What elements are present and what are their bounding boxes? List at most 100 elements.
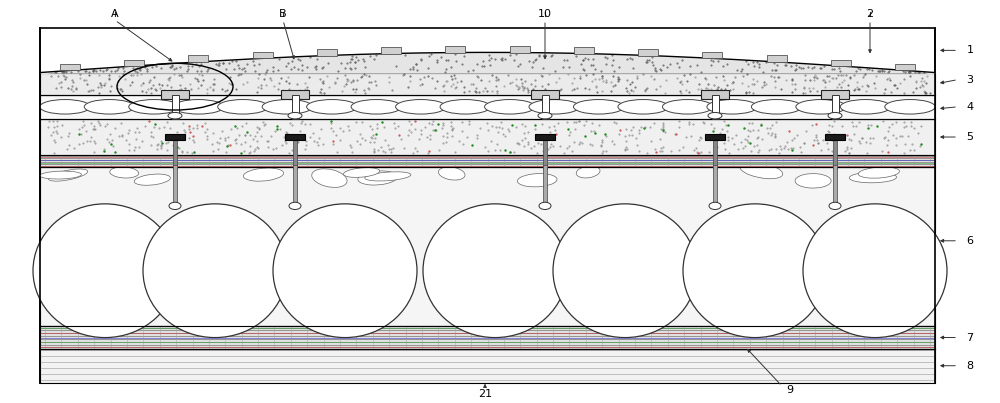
Ellipse shape xyxy=(858,167,899,178)
Ellipse shape xyxy=(517,174,557,187)
Bar xyxy=(535,134,555,140)
Text: A: A xyxy=(111,9,119,19)
Bar xyxy=(293,137,297,169)
Text: 21: 21 xyxy=(478,389,492,399)
Ellipse shape xyxy=(40,171,81,179)
Bar xyxy=(705,134,725,140)
Ellipse shape xyxy=(218,100,268,114)
Bar xyxy=(40,28,935,383)
Bar xyxy=(825,134,845,140)
Text: 2: 2 xyxy=(866,9,874,19)
Ellipse shape xyxy=(129,100,179,114)
Bar xyxy=(701,90,729,99)
Text: 1: 1 xyxy=(966,46,974,55)
Bar xyxy=(165,134,185,140)
Bar xyxy=(895,64,915,71)
Ellipse shape xyxy=(529,100,579,114)
Bar xyxy=(40,349,935,383)
Ellipse shape xyxy=(708,112,722,119)
Bar xyxy=(40,119,935,155)
Ellipse shape xyxy=(829,202,841,210)
Ellipse shape xyxy=(849,172,897,183)
Ellipse shape xyxy=(438,167,465,180)
Ellipse shape xyxy=(396,100,446,114)
Ellipse shape xyxy=(828,112,842,119)
Ellipse shape xyxy=(110,167,139,178)
Bar xyxy=(833,137,837,169)
Ellipse shape xyxy=(358,171,398,185)
Bar xyxy=(638,49,658,56)
Bar xyxy=(40,95,935,119)
Bar xyxy=(767,56,787,62)
Ellipse shape xyxy=(365,172,411,181)
Text: 3: 3 xyxy=(966,75,974,85)
Ellipse shape xyxy=(573,100,624,114)
Bar xyxy=(317,49,337,56)
Bar xyxy=(574,47,594,54)
Ellipse shape xyxy=(423,204,567,338)
Ellipse shape xyxy=(885,100,935,114)
Ellipse shape xyxy=(683,204,827,338)
Text: 7: 7 xyxy=(966,332,974,343)
Bar xyxy=(172,95,178,119)
Bar xyxy=(381,47,401,54)
Bar xyxy=(543,137,547,169)
Bar xyxy=(713,165,717,206)
Bar xyxy=(831,60,851,66)
Ellipse shape xyxy=(143,204,287,338)
Text: 6: 6 xyxy=(966,236,974,246)
Bar xyxy=(832,95,838,119)
Bar xyxy=(173,137,177,169)
Bar xyxy=(60,64,80,71)
Ellipse shape xyxy=(168,112,182,119)
Bar xyxy=(510,46,530,52)
Bar xyxy=(40,326,935,349)
Ellipse shape xyxy=(312,169,347,187)
Ellipse shape xyxy=(351,100,402,114)
Ellipse shape xyxy=(707,100,757,114)
Bar xyxy=(543,165,547,206)
Bar xyxy=(281,90,309,99)
Ellipse shape xyxy=(751,100,802,114)
Ellipse shape xyxy=(262,100,313,114)
Bar xyxy=(445,46,465,52)
Bar xyxy=(821,90,849,99)
Bar xyxy=(542,95,549,119)
Bar xyxy=(531,90,559,99)
Bar xyxy=(40,73,935,95)
Ellipse shape xyxy=(289,202,301,210)
Ellipse shape xyxy=(134,174,170,185)
Ellipse shape xyxy=(33,204,177,338)
Text: 10: 10 xyxy=(538,9,552,19)
Ellipse shape xyxy=(40,100,90,114)
Bar xyxy=(712,95,718,119)
Ellipse shape xyxy=(539,202,551,210)
Ellipse shape xyxy=(288,112,302,119)
Bar xyxy=(124,60,144,66)
Ellipse shape xyxy=(796,100,846,114)
Text: 5: 5 xyxy=(966,132,974,142)
Ellipse shape xyxy=(84,100,135,114)
Ellipse shape xyxy=(48,169,88,181)
Bar xyxy=(188,56,208,62)
Bar xyxy=(40,167,935,326)
Ellipse shape xyxy=(307,100,357,114)
Ellipse shape xyxy=(485,100,535,114)
Bar xyxy=(293,165,297,206)
Ellipse shape xyxy=(553,204,697,338)
Text: 8: 8 xyxy=(966,361,974,371)
Ellipse shape xyxy=(538,112,552,119)
Text: B: B xyxy=(279,9,287,19)
Ellipse shape xyxy=(618,100,668,114)
Bar xyxy=(285,134,305,140)
Ellipse shape xyxy=(576,166,600,178)
Ellipse shape xyxy=(662,100,713,114)
Bar xyxy=(253,52,273,58)
Bar xyxy=(40,155,935,167)
Ellipse shape xyxy=(840,100,891,114)
Ellipse shape xyxy=(740,162,783,179)
Bar xyxy=(702,52,722,58)
Ellipse shape xyxy=(709,202,721,210)
Bar xyxy=(173,165,177,206)
Ellipse shape xyxy=(795,174,831,188)
